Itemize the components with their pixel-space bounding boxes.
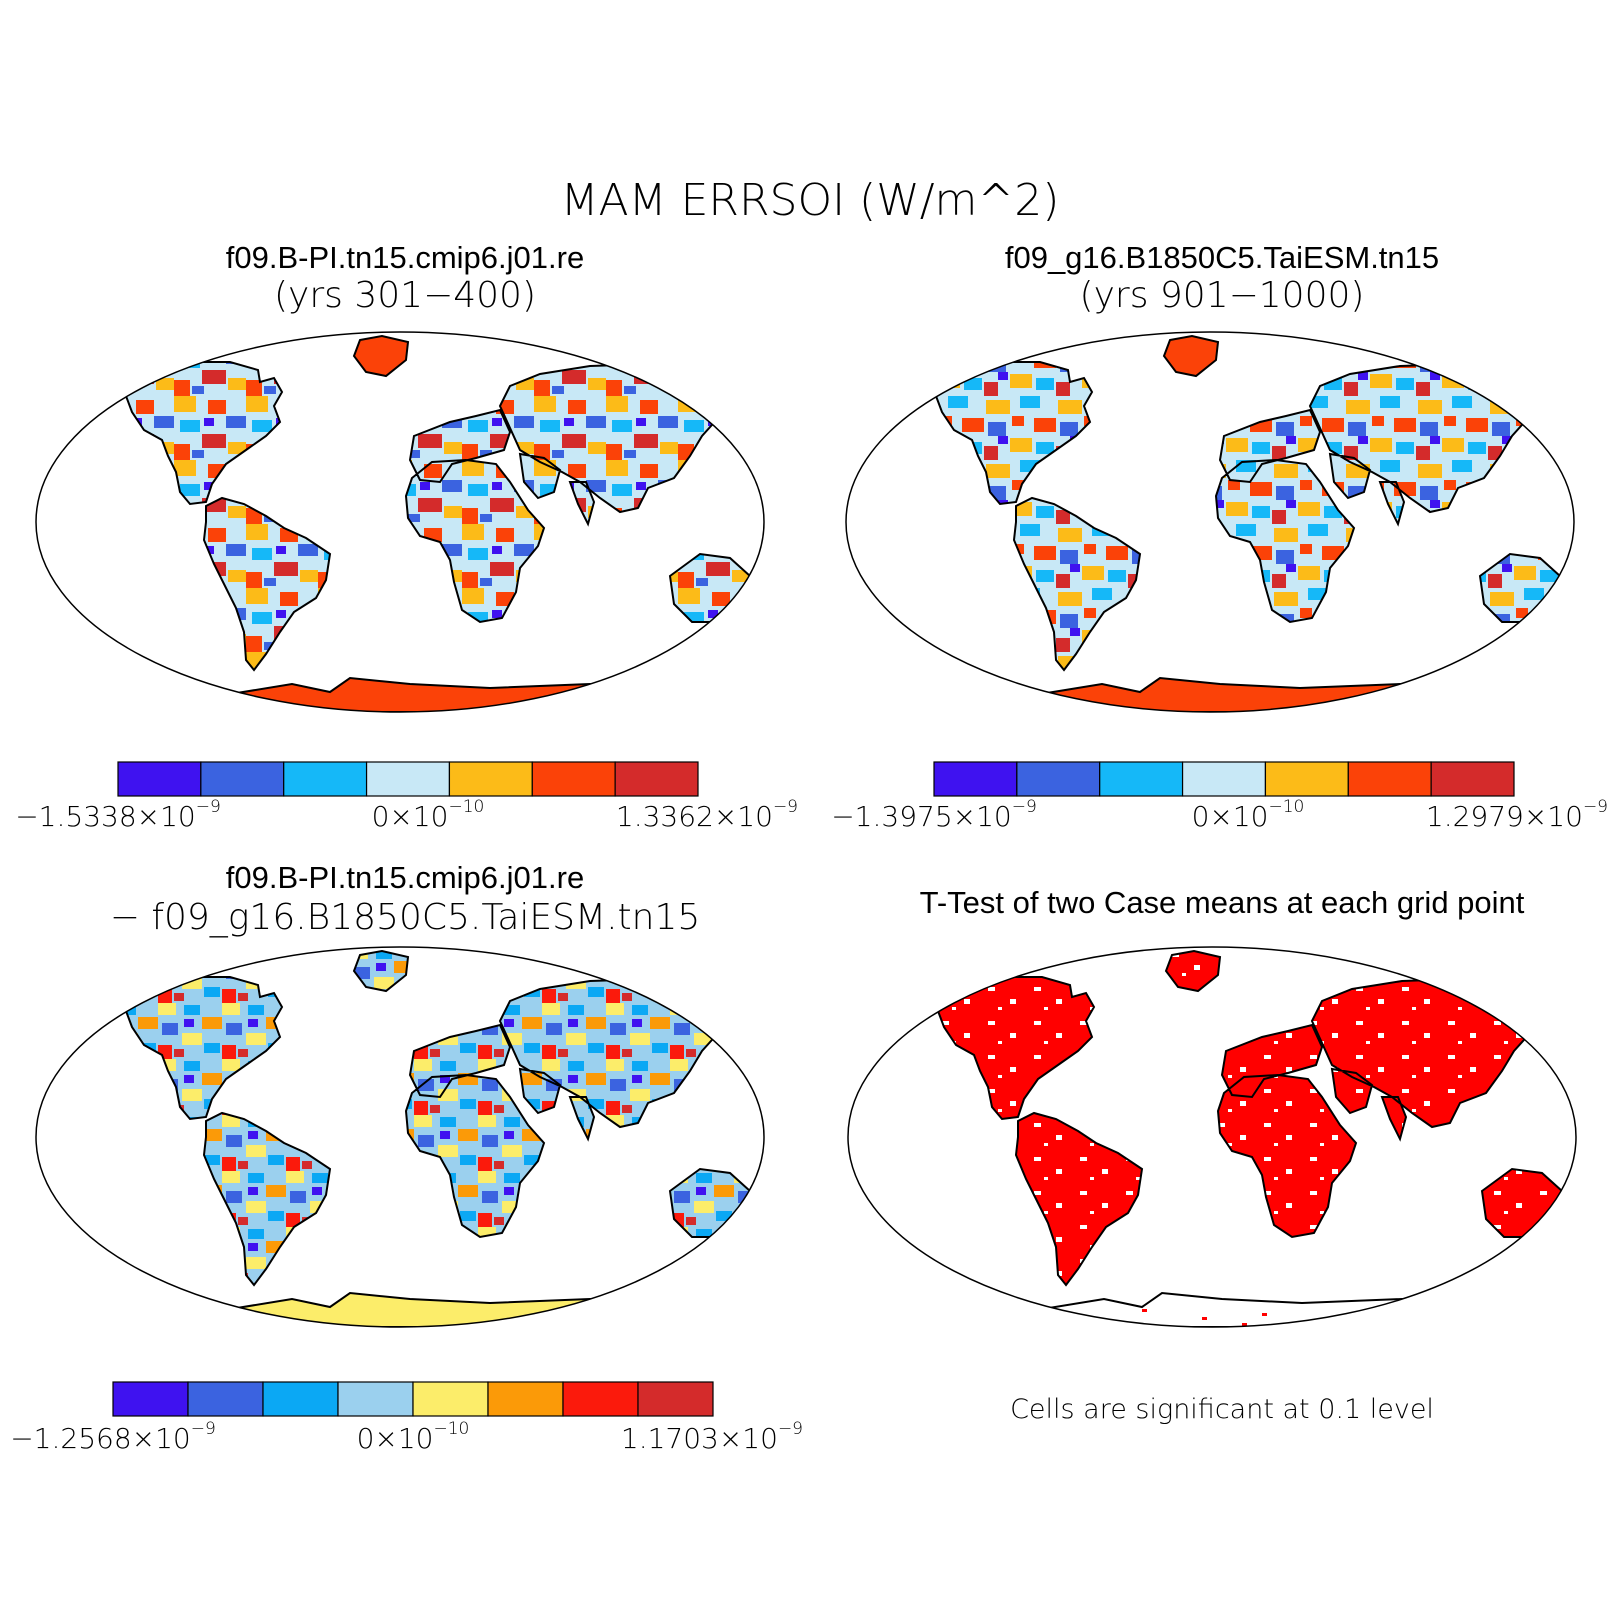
world-map [845, 331, 1575, 713]
colorbar-label: 0×10−10 [1192, 797, 1305, 833]
panel-3: f09.B-PI.tn15.cmip6.j01.re− f09_g16.B185… [10, 860, 803, 1455]
panel-title: T-Test of two Case means at each grid po… [920, 885, 1525, 920]
panel-subtitle: (yrs 901−1000) [1080, 275, 1365, 316]
panel-2: f09_g16.B1850C5.TaiESM.tn15(yrs 901−1000… [831, 240, 1608, 833]
colorbar-swatch [614, 761, 699, 797]
colorbar-swatch [1430, 761, 1515, 797]
colorbar-swatch [1099, 761, 1184, 797]
colorbar-label: 1.1703×10−9 [621, 1419, 803, 1455]
colorbar-swatch [487, 1381, 564, 1417]
map-border [35, 331, 765, 713]
colorbar-swatch [200, 761, 285, 797]
colorbar-swatch [562, 1381, 639, 1417]
panel-title: f09.B-PI.tn15.cmip6.j01.re [226, 240, 584, 275]
panel-1: f09.B-PI.tn15.cmip6.j01.re(yrs 301−400) −… [15, 240, 798, 833]
colorbar-label: 1.3362×10−9 [616, 797, 798, 833]
colorbar-swatch [365, 761, 451, 797]
colorbar-swatch [637, 1381, 714, 1417]
colorbar-label: −1.5338×10−9 [15, 797, 221, 833]
panel-subtitle: (yrs 301−400) [274, 275, 536, 316]
colorbar-swatch [187, 1381, 264, 1417]
colorbar-swatch [283, 761, 368, 797]
world-map [847, 946, 1577, 1328]
colorbar-label: −1.3975×10−9 [831, 797, 1037, 833]
map-border [847, 946, 1577, 1328]
colorbar-swatch [1264, 761, 1349, 797]
panel-title: f09.B-PI.tn15.cmip6.j01.re [226, 860, 584, 895]
colorbar-swatch [1016, 761, 1101, 797]
colorbar-label: 0×10−10 [372, 797, 485, 833]
colorbar-swatch [117, 761, 202, 797]
colorbar-swatch [933, 761, 1018, 797]
panel-4: T-Test of two Case means at each grid po… [847, 885, 1577, 1425]
colorbar-label: 1.2979×10−9 [1426, 797, 1608, 833]
world-map [35, 331, 765, 713]
figure-title: MAM ERRSOI (W/m^2) [561, 175, 1060, 226]
colorbar-swatch [448, 761, 533, 797]
colorbar: −1.2568×10−9 0×10−10 1.1703×10−9 [10, 1381, 803, 1455]
colorbar-label: 0×10−10 [357, 1419, 470, 1455]
colorbar-label: −1.2568×10−9 [10, 1419, 216, 1455]
panel-subtitle: − f09_g16.B1850C5.TaiESM.tn15 [110, 897, 701, 938]
significance-note: Cells are significant at 0.1 level [1010, 1394, 1434, 1425]
map-border [845, 331, 1575, 713]
world-map [35, 946, 765, 1328]
colorbar-swatch [1347, 761, 1432, 797]
colorbar-swatch [337, 1381, 414, 1417]
panel-title: f09_g16.B1850C5.TaiESM.tn15 [1005, 240, 1439, 275]
panel-grid: f09.B-PI.tn15.cmip6.j01.re(yrs 301−400)−… [10, 240, 1608, 1455]
colorbar-swatch [412, 1381, 489, 1417]
map-border [35, 946, 765, 1328]
colorbar: −1.5338×10−9 0×10−10 1.3362×10−9 [15, 761, 798, 833]
colorbar-swatch [262, 1381, 339, 1417]
colorbar-swatch [112, 1381, 189, 1417]
colorbar: −1.3975×10−9 0×10−10 1.2979×10−9 [831, 761, 1608, 833]
colorbar-swatch [531, 761, 616, 797]
colorbar-swatch [1181, 761, 1267, 797]
